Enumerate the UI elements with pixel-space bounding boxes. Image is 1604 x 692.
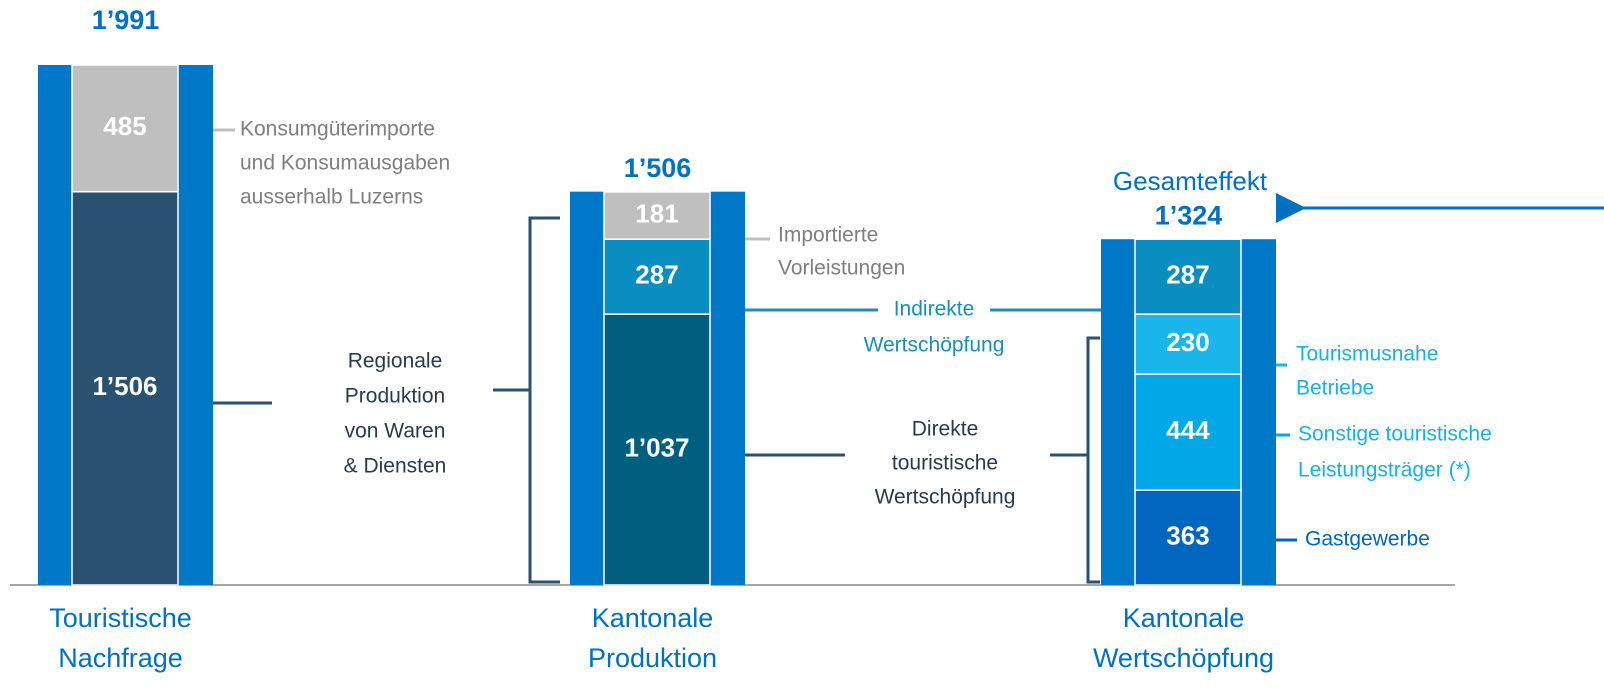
annotation: und Konsumausgaben bbox=[240, 152, 450, 175]
category-label: Touristische bbox=[49, 603, 192, 633]
category-label: Kantonale bbox=[592, 603, 714, 633]
value-label: 485 bbox=[103, 111, 146, 141]
segment bbox=[1134, 238, 1242, 315]
annotation: Betriebe bbox=[1296, 377, 1374, 400]
annotation: Tourismusnahe bbox=[1296, 343, 1438, 366]
value-label: 230 bbox=[1166, 327, 1209, 357]
value-label: 1’037 bbox=[624, 432, 689, 462]
annotation: von Waren bbox=[345, 420, 446, 443]
annotation: touristische bbox=[892, 452, 998, 475]
annotation: Produktion bbox=[345, 385, 445, 408]
annotation: ausserhalb Luzerns bbox=[240, 186, 423, 209]
category-label: Kantonale bbox=[1123, 603, 1245, 633]
value-label: 363 bbox=[1166, 520, 1209, 550]
segment bbox=[603, 313, 711, 586]
segment bbox=[1134, 489, 1242, 586]
annotation: Gastgewerbe bbox=[1305, 528, 1430, 551]
annotation: Indirekte bbox=[894, 298, 975, 321]
value-label: 287 bbox=[635, 260, 678, 290]
segment bbox=[71, 64, 179, 193]
value-label: 444 bbox=[1166, 415, 1210, 445]
total-label: 1’324 bbox=[1155, 200, 1223, 230]
total-label: 1’991 bbox=[92, 5, 160, 35]
value-label: 1’506 bbox=[92, 371, 157, 401]
category-label: Nachfrage bbox=[58, 643, 183, 673]
annotation: Sonstige touristische bbox=[1298, 423, 1492, 446]
category-label: Wertschöpfung bbox=[1093, 643, 1274, 673]
segment bbox=[1134, 313, 1242, 375]
annotation: Direkte bbox=[912, 418, 979, 441]
value-label: 287 bbox=[1166, 260, 1209, 290]
annotation: Wertschöpfung bbox=[875, 486, 1016, 509]
annotation: Importierte bbox=[778, 224, 878, 247]
annotation: Wertschöpfung bbox=[864, 334, 1005, 357]
annotation: Gesamteffekt bbox=[1113, 166, 1268, 196]
annotation: & Diensten bbox=[344, 455, 447, 478]
category-label: Produktion bbox=[588, 643, 717, 673]
annotation: Vorleistungen bbox=[778, 257, 905, 280]
total-label: 1’506 bbox=[624, 153, 692, 183]
segment bbox=[1134, 373, 1242, 491]
annotation: Konsumgüterimporte bbox=[240, 118, 435, 141]
annotation: Regionale bbox=[348, 350, 443, 373]
segment bbox=[603, 191, 711, 240]
value-label: 181 bbox=[635, 198, 678, 228]
annotation: Leistungsträger (*) bbox=[1298, 459, 1471, 482]
